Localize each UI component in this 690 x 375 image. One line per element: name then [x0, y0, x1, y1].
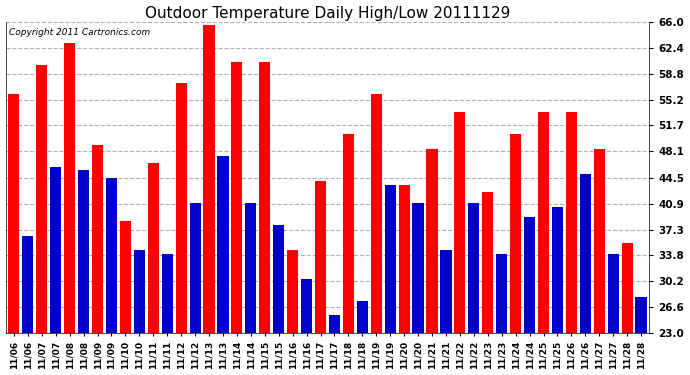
Bar [580, 174, 591, 375]
Bar [469, 203, 480, 375]
Bar [36, 65, 48, 375]
Bar [622, 243, 633, 375]
Bar [552, 207, 563, 375]
Bar [78, 170, 89, 375]
Bar [8, 94, 19, 375]
Bar [245, 203, 257, 375]
Bar [524, 217, 535, 375]
Bar [482, 192, 493, 375]
Bar [217, 156, 228, 375]
Bar [273, 225, 284, 375]
Bar [106, 178, 117, 375]
Bar [384, 185, 396, 375]
Bar [50, 167, 61, 375]
Bar [566, 112, 577, 375]
Bar [440, 250, 451, 375]
Bar [259, 62, 270, 375]
Bar [204, 26, 215, 375]
Bar [510, 134, 521, 375]
Bar [301, 279, 312, 375]
Bar [161, 254, 172, 375]
Bar [329, 315, 340, 375]
Bar [496, 254, 507, 375]
Bar [399, 185, 410, 375]
Bar [593, 148, 605, 375]
Bar [413, 203, 424, 375]
Bar [287, 250, 298, 375]
Title: Outdoor Temperature Daily High/Low 20111129: Outdoor Temperature Daily High/Low 20111… [145, 6, 510, 21]
Bar [22, 236, 33, 375]
Bar [538, 112, 549, 375]
Bar [120, 221, 131, 375]
Bar [148, 163, 159, 375]
Bar [635, 297, 647, 375]
Bar [175, 83, 187, 375]
Bar [343, 134, 354, 375]
Bar [357, 301, 368, 375]
Bar [92, 145, 103, 375]
Bar [134, 250, 145, 375]
Bar [426, 148, 437, 375]
Bar [231, 62, 242, 375]
Bar [190, 203, 201, 375]
Bar [454, 112, 466, 375]
Bar [371, 94, 382, 375]
Text: Copyright 2011 Cartronics.com: Copyright 2011 Cartronics.com [9, 28, 150, 37]
Bar [64, 44, 75, 375]
Bar [608, 254, 619, 375]
Bar [315, 181, 326, 375]
